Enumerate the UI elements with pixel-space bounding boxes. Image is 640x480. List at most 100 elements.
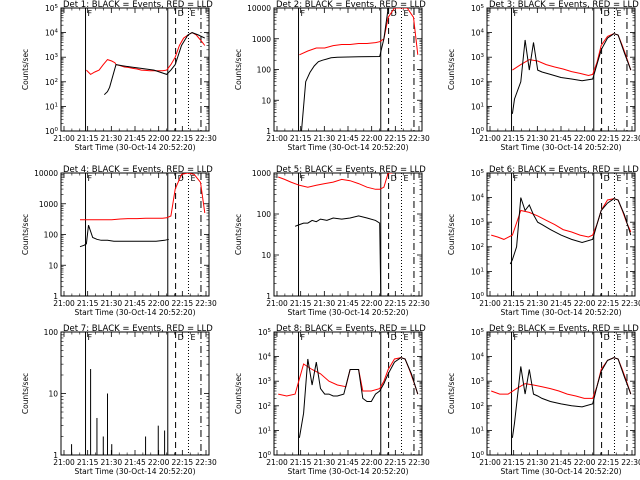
x-axis-label: Start Time (30-Oct-14 20:52:20) (500, 143, 621, 152)
x-tick-label: 22:00 (148, 134, 170, 143)
x-tick-label: 21:00 (53, 134, 75, 143)
plot-frame (60, 7, 210, 132)
y-tick-label: 10 (261, 96, 271, 105)
marker-label: E (190, 9, 195, 18)
y-axis-label: Counts/sec (234, 49, 243, 90)
x-tick-label: 21:15 (503, 134, 525, 143)
chart-panel-6: Det 6: BLACK = Events, RED = LLD 100 101 10… (447, 165, 640, 317)
y-tick-label: 100 (471, 292, 485, 301)
x-tick-label: 21:30 (314, 458, 336, 467)
y-tick-label: 104 (471, 29, 485, 38)
plot-frame (486, 172, 636, 297)
x-tick-label: 21:30 (314, 134, 336, 143)
y-axis-label: Counts/sec (447, 214, 456, 255)
x-axis-label: Start Time (30-Oct-14 20:52:20) (74, 143, 195, 152)
plot-frame (486, 7, 636, 132)
x-tick-label: 22:30 (408, 134, 430, 143)
y-tick-label: 105 (471, 328, 485, 337)
series-line-lld (80, 173, 206, 221)
chart-panel-7: Det 7: BLACK = Events, RED = LLD 1 10 100 Co… (21, 324, 217, 476)
y-tick-label: 100 (258, 451, 272, 460)
y-tick-label: 101 (471, 267, 484, 276)
x-tick-label: 21:00 (53, 458, 75, 467)
y-tick-label: 105 (45, 4, 59, 13)
y-tick-label: 100 (44, 231, 59, 240)
y-tick-label: 103 (45, 53, 59, 62)
plot-frame (60, 172, 210, 297)
y-tick-label: 100 (257, 66, 272, 75)
y-tick-label: 10000 (247, 4, 271, 13)
y-tick-label: 104 (471, 353, 485, 362)
x-tick-label: 22:00 (148, 299, 170, 308)
marker-label: F (88, 9, 93, 18)
x-tick-label: 21:45 (550, 299, 572, 308)
series-line-events (103, 32, 206, 96)
x-tick-label: 22:30 (408, 458, 430, 467)
y-tick-label: 104 (258, 353, 272, 362)
x-tick-label: 21:45 (124, 458, 146, 467)
y-axis-label: Counts/sec (21, 49, 30, 90)
x-tick-label: 21:00 (479, 134, 501, 143)
marker-label: E (190, 333, 195, 342)
y-tick-label: 105 (471, 169, 485, 178)
y-tick-label: 102 (471, 78, 484, 87)
chart-title: Det 3: BLACK = Events, RED = LLD (489, 0, 639, 10)
y-tick-label: 1 (266, 292, 271, 301)
y-tick-label: 10 (261, 251, 271, 260)
marker-label: F (88, 174, 93, 183)
x-tick-label: 21:15 (290, 458, 312, 467)
x-tick-label: 21:45 (337, 458, 359, 467)
y-tick-label: 103 (471, 53, 485, 62)
x-axis-label: Start Time (30-Oct-14 20:52:20) (500, 308, 621, 317)
chart-title: Det 2: BLACK = Events, RED = LLD (276, 0, 426, 10)
x-tick-label: 22:30 (621, 134, 640, 143)
x-tick-label: 21:30 (314, 299, 336, 308)
x-axis-label: Start Time (30-Oct-14 20:52:20) (287, 467, 408, 476)
y-tick-label: 100 (257, 210, 272, 219)
marker-label: D (604, 333, 610, 342)
x-tick-label: 21:00 (479, 299, 501, 308)
x-tick-label: 21:30 (101, 458, 123, 467)
x-tick-label: 21:15 (503, 458, 525, 467)
y-tick-label: 102 (45, 78, 58, 87)
series-group (79, 173, 206, 248)
chart-title: Det 1: BLACK = Events, RED = LLD (63, 0, 213, 10)
series-line-events (298, 8, 389, 131)
y-axis-label: Counts/sec (447, 373, 456, 414)
series-line-lld (299, 8, 419, 56)
x-tick-label: 21:15 (290, 134, 312, 143)
series-group (491, 357, 632, 438)
y-axis-label: Counts/sec (21, 214, 30, 255)
y-tick-label: 10 (48, 390, 58, 399)
x-tick-label: 21:30 (101, 299, 123, 308)
chart-panel-4: Det 4: BLACK = Events, RED = LLD 1 10 100 10… (21, 165, 217, 317)
x-tick-label: 22:30 (195, 134, 217, 143)
chart-panel-3: Det 3: BLACK = Events, RED = LLD 100 101 10… (447, 0, 640, 152)
x-tick-label: 21:45 (124, 134, 146, 143)
marker-label: E (403, 174, 408, 183)
x-tick-label: 22:15 (385, 134, 407, 143)
x-tick-label: 21:30 (527, 458, 549, 467)
marker-label: D (391, 9, 397, 18)
series-line-events (511, 33, 632, 114)
x-tick-label: 22:30 (195, 299, 217, 308)
y-axis-label: Counts/sec (447, 49, 456, 90)
chart-title: Det 6: BLACK = Events, RED = LLD (489, 165, 639, 175)
marker-label: D (178, 333, 184, 342)
x-tick-label: 22:00 (574, 134, 596, 143)
x-tick-label: 22:15 (598, 134, 620, 143)
x-tick-label: 22:30 (195, 458, 217, 467)
plot-frame (273, 331, 423, 456)
y-tick-label: 105 (471, 4, 485, 13)
y-tick-label: 100 (44, 328, 59, 337)
marker-label: E (616, 333, 621, 342)
x-tick-label: 22:00 (574, 458, 596, 467)
x-tick-label: 21:15 (290, 299, 312, 308)
x-axis-label: Start Time (30-Oct-14 20:52:20) (287, 308, 408, 317)
y-tick-label: 101 (471, 102, 484, 111)
series-line-events (298, 357, 419, 438)
marker-label: F (514, 333, 519, 342)
marker-label: F (301, 333, 306, 342)
chart-panel-9: Det 9: BLACK = Events, RED = LLD 100 101 10… (447, 324, 640, 476)
marker-label: E (616, 9, 621, 18)
